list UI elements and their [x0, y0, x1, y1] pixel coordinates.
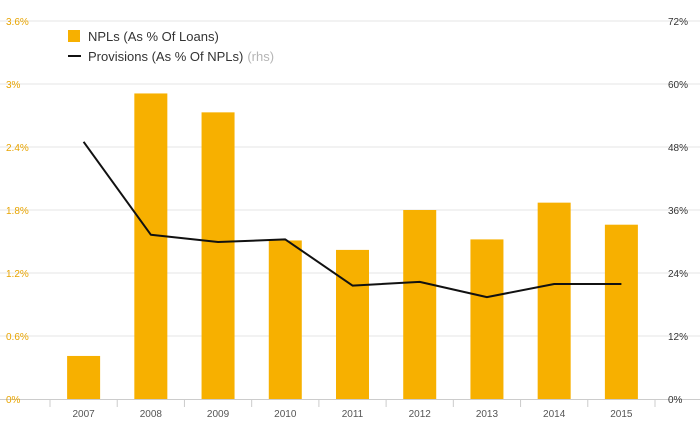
- legend-line-label: Provisions (As % Of NPLs): [88, 48, 244, 64]
- right-tick-label: 36%: [668, 206, 688, 217]
- left-tick-label: 0.6%: [6, 332, 29, 343]
- x-tick-label: 2011: [342, 409, 364, 420]
- provisions-line-layer: [82, 141, 622, 299]
- left-tick-label: 1.2%: [6, 269, 29, 280]
- x-tick-label: 2009: [207, 409, 230, 420]
- legend-bar-label: NPLs (As % Of Loans): [88, 28, 219, 44]
- legend-line-swatch: [68, 55, 81, 57]
- npl-bar: [67, 355, 101, 399]
- left-tick-label: 1.8%: [6, 206, 29, 217]
- x-tick-label: 2010: [274, 409, 297, 420]
- x-tick-label: 2012: [409, 409, 432, 420]
- npl-bar: [470, 239, 504, 399]
- gridlines: [0, 20, 700, 337]
- x-tick-label: 2014: [543, 409, 566, 420]
- left-tick-label: 3.6%: [6, 17, 29, 28]
- tick-labels: 0% 0.6% 1.2% 1.8% 2.4% 3% 3.6% 0% 12% 24% 36% 48% 60…: [6, 17, 688, 420]
- left-tick-label: 3%: [6, 80, 21, 91]
- left-tick-label: 0%: [6, 395, 21, 406]
- npl-bar: [336, 249, 369, 399]
- x-tick-label: 2007: [72, 409, 95, 420]
- x-tick-label: 2013: [476, 409, 499, 420]
- right-tick-label: 24%: [668, 269, 688, 280]
- x-tick-label: 2008: [140, 409, 163, 420]
- legend-item-provisions: Provisions (As % Of NPLs) (rhs): [68, 46, 274, 66]
- legend-item-npl: NPLs (As % Of Loans): [68, 26, 274, 46]
- legend-bar-swatch: [68, 30, 80, 42]
- legend: NPLs (As % Of Loans) Provisions (As % Of…: [68, 26, 274, 66]
- right-tick-label: 48%: [668, 143, 688, 154]
- right-tick-label: 0%: [668, 395, 683, 406]
- right-tick-label: 72%: [668, 17, 688, 28]
- npl-bar: [134, 93, 168, 399]
- npl-bars: [67, 93, 638, 399]
- legend-rhs-suffix: (rhs): [247, 48, 275, 64]
- npl-bar: [403, 210, 437, 399]
- npl-bar: [604, 224, 638, 399]
- npl-bar: [201, 112, 235, 399]
- x-tick-label: 2015: [610, 409, 633, 420]
- axes: [0, 399, 700, 407]
- right-tick-label: 60%: [668, 80, 688, 91]
- left-tick-label: 2.4%: [6, 143, 29, 154]
- npl-bar: [537, 202, 571, 399]
- npl-bar: [268, 240, 302, 399]
- right-tick-label: 12%: [668, 332, 688, 343]
